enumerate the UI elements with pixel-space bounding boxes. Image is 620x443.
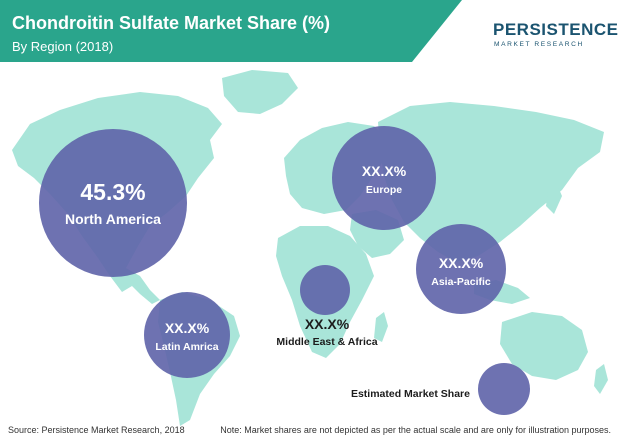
bubble-circle-asia-pacific <box>416 224 506 314</box>
map-central-america <box>126 268 160 304</box>
bubble-circle-europe <box>332 126 436 230</box>
chart-subtitle: By Region (2018) <box>12 39 113 54</box>
logo-name: PERSISTENCE <box>493 20 618 39</box>
bubble-label-north-america: North America <box>65 211 161 227</box>
bubble-value-asia-pacific: XX.X% <box>439 255 484 271</box>
bubbles-layer: 45.3% North America XX.X% Europe XX.X% A… <box>39 126 506 378</box>
bubble-north-america: 45.3% North America <box>39 129 187 277</box>
chart-title: Chondroitin Sulfate Market Share (%) <box>12 13 330 33</box>
bubble-circle-north-america <box>39 129 187 277</box>
map-new-zealand <box>594 364 608 394</box>
company-logo: PERSISTENCE MARKET RESEARCH <box>493 20 618 48</box>
bubble-value-europe: XX.X% <box>362 163 407 179</box>
bubble-label-latin-america: Latin Amrica <box>155 341 218 353</box>
map-asia <box>378 102 604 262</box>
bubble-circle-latin-america <box>144 292 230 378</box>
bubble-value-latin-america: XX.X% <box>165 320 210 336</box>
map-madagascar <box>374 312 388 342</box>
bubble-label-europe: Europe <box>366 184 402 196</box>
disclaimer-note: Note: Market shares are not depicted as … <box>220 425 611 435</box>
bubble-value-north-america: 45.3% <box>80 179 145 205</box>
bubble-circle-middle-east-africa <box>300 265 350 315</box>
bubble-value-middle-east-africa: XX.X% <box>305 316 350 332</box>
map-japan <box>546 182 562 214</box>
legend: Estimated Market Share <box>351 363 530 415</box>
map-australia <box>500 312 588 380</box>
source-note: Source: Persistence Market Research, 201… <box>8 425 185 435</box>
logo-tagline: MARKET RESEARCH <box>494 41 584 48</box>
bubble-latin-america: XX.X% Latin Amrica <box>144 292 230 378</box>
header-band <box>0 0 462 62</box>
bubble-europe: XX.X% Europe <box>332 126 436 230</box>
bubble-middle-east-africa: XX.X% Middle East & Africa <box>276 265 378 348</box>
map-greenland <box>222 70 298 114</box>
bubble-label-middle-east-africa: Middle East & Africa <box>276 336 377 348</box>
bubble-label-asia-pacific: Asia-Pacific <box>431 276 491 288</box>
legend-bubble <box>478 363 530 415</box>
legend-label: Estimated Market Share <box>351 388 470 400</box>
bubble-asia-pacific: XX.X% Asia-Pacific <box>416 224 506 314</box>
